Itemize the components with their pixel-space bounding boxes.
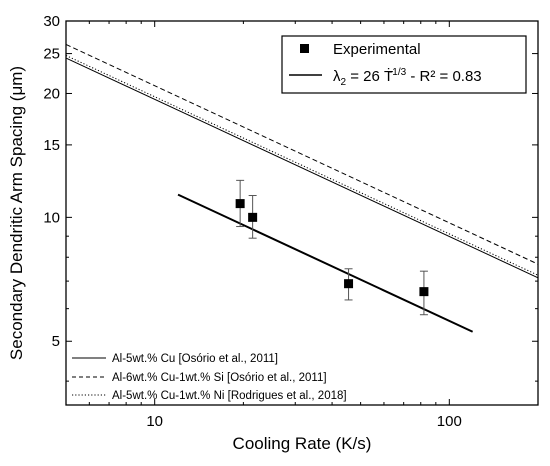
fit-subscript: 2	[341, 77, 347, 88]
reference-line-dotted	[65, 55, 539, 276]
fit-r2: - R² = 0.83	[406, 68, 481, 85]
data-point	[235, 199, 245, 209]
x-tick-label: 100	[437, 413, 462, 430]
legend-bottom: Al-5wt.% Cu [Osório et al., 2011] Al-6wt…	[72, 353, 347, 402]
legend-label-experimental: Experimental	[333, 41, 421, 58]
y-tick-label: 30	[43, 13, 60, 30]
y-axis-title: Secondary Dendritic Arm Spacing (μm)	[7, 66, 26, 360]
y-tick-label: 5	[52, 333, 60, 350]
fit-eq: = 26 T	[346, 67, 393, 85]
legend-label-ref-dotted: Al-5wt.% Cu-1wt.% Ni [Rodrigues et al., …	[112, 390, 347, 402]
fit-lambda: λ	[333, 68, 341, 85]
data-point	[344, 279, 354, 289]
x-axis-title: Cooling Rate (K/s)	[233, 434, 372, 453]
plot-frame	[65, 20, 539, 406]
y-tick-label: 10	[43, 209, 60, 226]
legend-label-ref-dashed: Al-6wt.% Cu-1wt.% Si [Osório et al., 201…	[112, 372, 327, 384]
legend-label-ref-solid: Al-5wt.% Cu [Osório et al., 2011]	[112, 353, 278, 365]
legend-top: Experimental λ2 = 26 Ṫ -1/3 - R² = 0.83	[281, 35, 527, 94]
y-tick-label: 20	[43, 85, 60, 102]
data-point	[248, 212, 258, 222]
legend-top-box	[281, 35, 527, 94]
axis-ticks: 10 100 5 10 15 20 25 30	[43, 13, 539, 430]
legend-marker-experimental	[300, 44, 309, 53]
experimental-points	[235, 179, 429, 316]
reference-line-dashed	[65, 43, 539, 265]
legend-label-fit: λ2 = 26 Ṫ -1/3 - R² = 0.83	[333, 67, 482, 88]
data-point	[419, 287, 429, 297]
reference-line-solid	[65, 57, 539, 279]
y-tick-label: 25	[43, 46, 60, 63]
x-tick-label: 10	[146, 413, 163, 430]
fit-line	[177, 193, 474, 333]
fit-line-group	[177, 193, 474, 333]
y-tick-label: 15	[43, 137, 60, 154]
reference-lines	[65, 43, 539, 279]
fit-exponent: -1/3	[386, 67, 406, 78]
